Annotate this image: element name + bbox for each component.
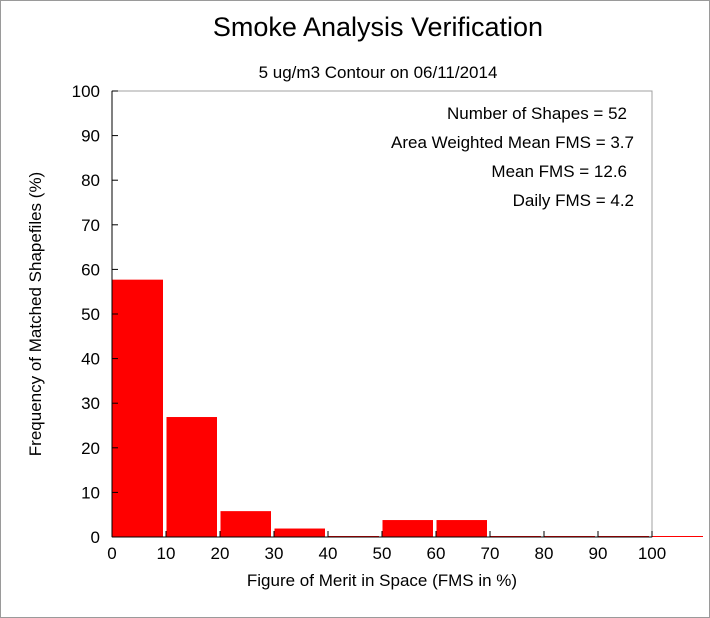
y-tick-label: 40 — [81, 350, 100, 369]
y-tick-label: 90 — [81, 127, 100, 146]
x-tick-label: 40 — [319, 544, 338, 563]
chart-subtitle: 5 ug/m3 Contour on 06/11/2014 — [259, 63, 498, 82]
y-tick-label: 30 — [81, 394, 100, 413]
x-tick-label: 100 — [638, 544, 666, 563]
y-axis-ticks: 0 10 20 30 40 50 60 70 80 90 100 — [72, 82, 118, 547]
x-tick-label: 60 — [427, 544, 446, 563]
x-tick-label: 70 — [481, 544, 500, 563]
stats-annotation: Number of Shapes = 52 — [447, 104, 627, 123]
stats-annotation: Daily FMS = 4.2 — [513, 191, 634, 210]
chart-title: Smoke Analysis Verification — [213, 12, 543, 42]
x-tick-label: 90 — [589, 544, 608, 563]
histogram-bar — [652, 536, 703, 537]
annotation-block: Number of Shapes = 52 Area Weighted Mean … — [391, 104, 634, 210]
histogram-bar — [274, 528, 325, 537]
y-tick-label: 70 — [81, 216, 100, 235]
x-axis-label: Figure of Merit in Space (FMS in %) — [247, 571, 517, 590]
histogram-bar — [436, 520, 487, 537]
x-tick-label: 0 — [107, 544, 116, 563]
histogram-bar — [166, 417, 217, 537]
y-tick-label: 20 — [81, 439, 100, 458]
x-tick-label: 30 — [265, 544, 284, 563]
histogram-bar — [382, 520, 433, 537]
x-tick-label: 50 — [373, 544, 392, 563]
y-tick-label: 80 — [81, 171, 100, 190]
x-tick-label: 20 — [211, 544, 230, 563]
histogram-bar — [112, 279, 163, 537]
bars-layer — [112, 279, 703, 537]
x-tick-label: 10 — [157, 544, 176, 563]
stats-annotation: Area Weighted Mean FMS = 3.7 — [391, 133, 634, 152]
y-tick-label: 60 — [81, 260, 100, 279]
y-tick-label: 100 — [72, 82, 100, 101]
x-axis-ticks: 0 10 20 30 40 50 60 70 80 90 100 — [107, 531, 666, 563]
y-axis-label: Frequency of Matched Shapefiles (%) — [26, 172, 45, 456]
y-tick-label: 10 — [81, 483, 100, 502]
stats-annotation: Mean FMS = 12.6 — [491, 162, 627, 181]
x-tick-label: 80 — [535, 544, 554, 563]
y-tick-label: 0 — [91, 528, 100, 547]
y-tick-label: 50 — [81, 305, 100, 324]
histogram-bar — [220, 511, 271, 537]
